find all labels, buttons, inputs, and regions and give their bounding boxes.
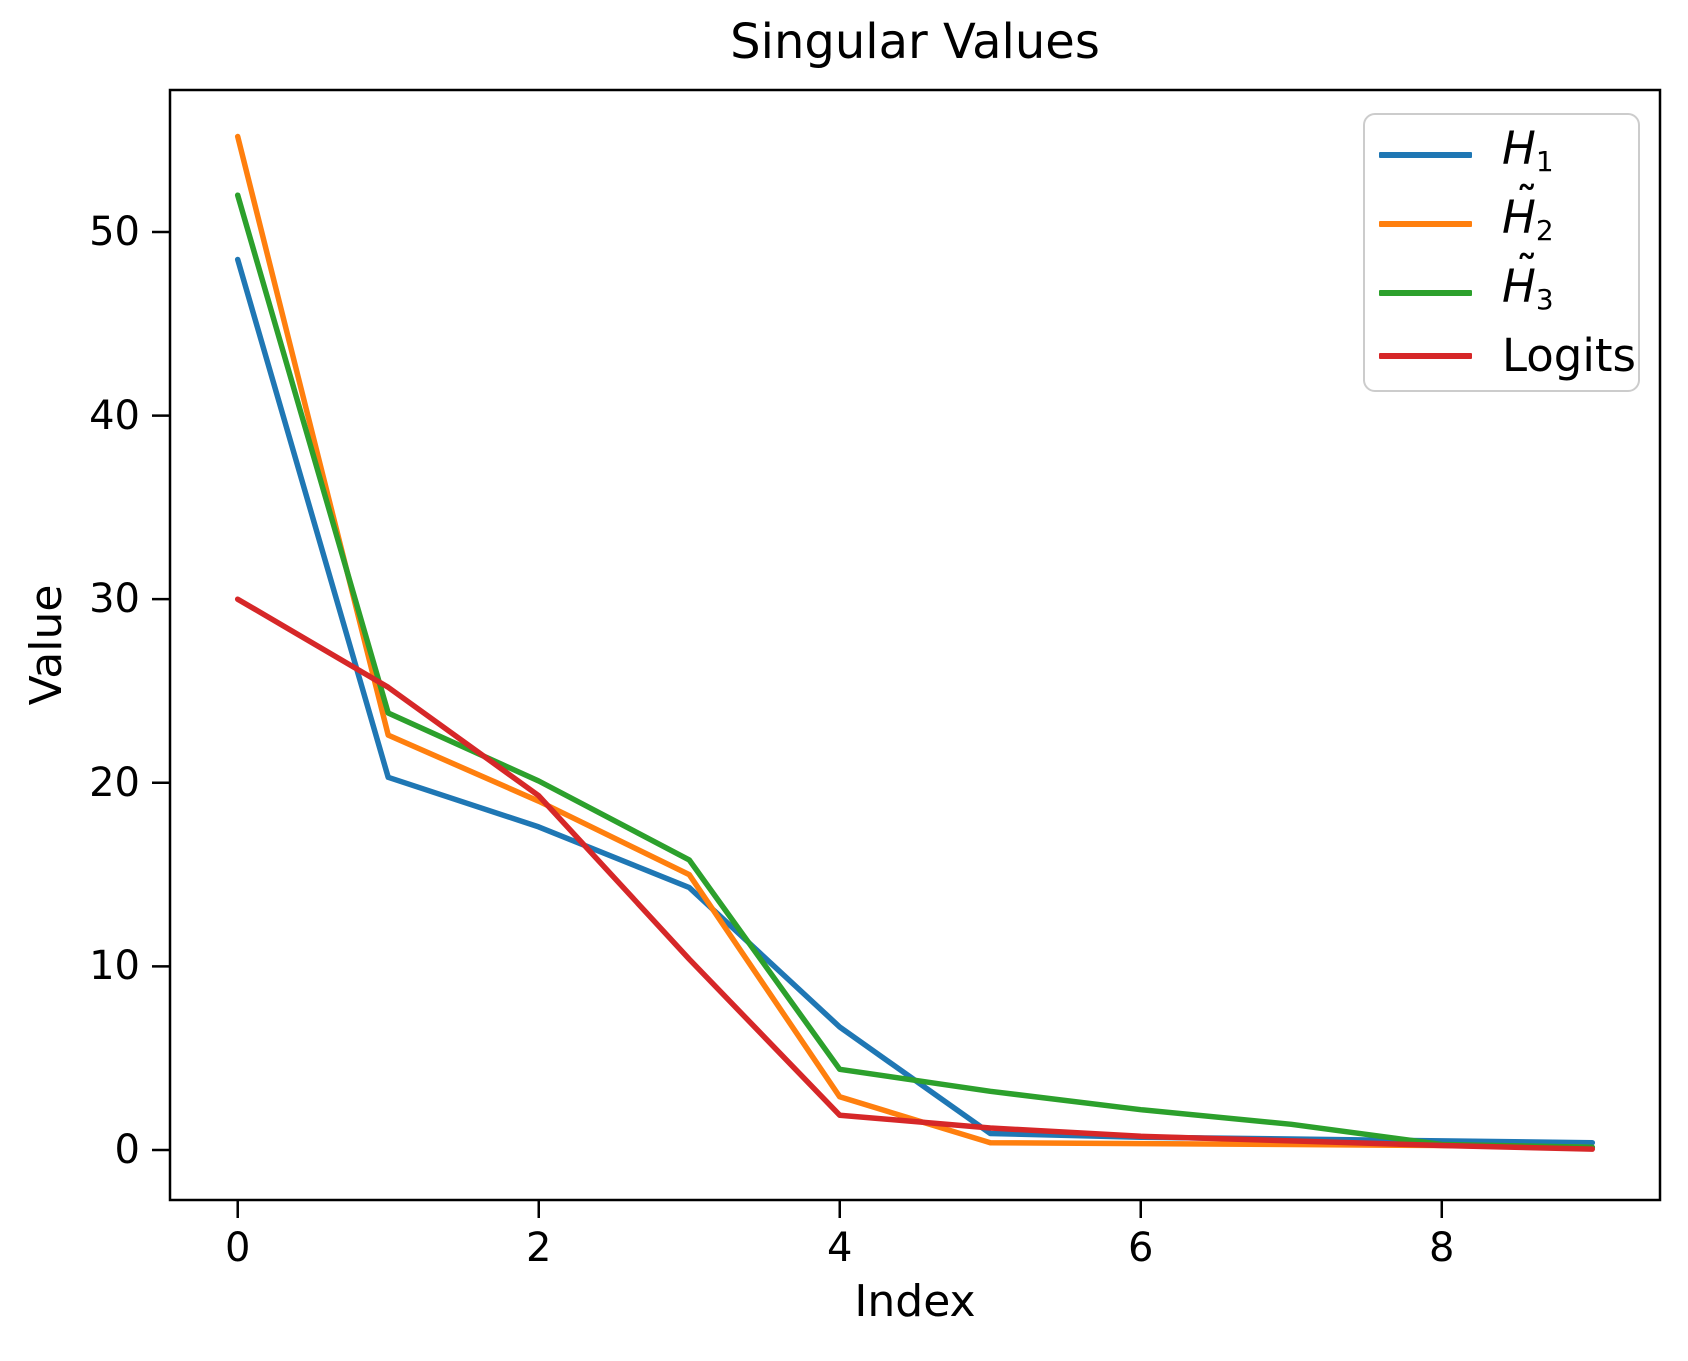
legend-label-h3-tilde: H ˜ 3 — [1502, 246, 1554, 316]
x-tick-label-4: 4 — [827, 1225, 853, 1271]
y-tick-label-10: 10 — [89, 943, 140, 990]
legend-line-sample-h2-tilde — [1379, 221, 1472, 228]
legend-label-h2-tilde: H ˜ 2 — [1502, 177, 1554, 247]
y-tick-label-20: 20 — [89, 759, 140, 806]
axes-spines — [168, 88, 1662, 1202]
series-line-logits — [234, 596, 1596, 1152]
legend: H1 H ˜ 2 H ˜ 3 Logits — [1363, 113, 1640, 392]
series-line-h3-tilde — [234, 192, 1596, 1151]
x-tick-label-2: 2 — [526, 1225, 552, 1271]
y-tick-label-30: 30 — [89, 576, 140, 623]
x-axis-label: Index — [854, 1276, 976, 1327]
legend-item-h1: H1 — [1379, 124, 1638, 187]
y-tick-label-50: 50 — [89, 208, 140, 255]
legend-line-sample-h3-tilde — [1379, 290, 1472, 297]
legend-label-h1: H1 — [1502, 122, 1554, 178]
legend-item-h2-tilde: H ˜ 2 — [1379, 177, 1638, 256]
legend-item-h3-tilde: H ˜ 3 — [1379, 246, 1638, 325]
y-tick-label-0: 0 — [114, 1127, 140, 1174]
x-tick-label-0: 0 — [224, 1225, 251, 1271]
legend-line-sample-h1 — [1379, 152, 1472, 159]
x-tick-label-8: 8 — [1429, 1225, 1455, 1271]
legend-item-logits: Logits — [1379, 328, 1638, 382]
legend-line-sample-logits — [1379, 352, 1472, 359]
chart-title: Singular Values — [730, 14, 1100, 70]
y-tick-label-40: 40 — [89, 392, 140, 439]
x-tick-label-6: 6 — [1128, 1225, 1154, 1271]
legend-label-logits: Logits — [1502, 328, 1636, 382]
